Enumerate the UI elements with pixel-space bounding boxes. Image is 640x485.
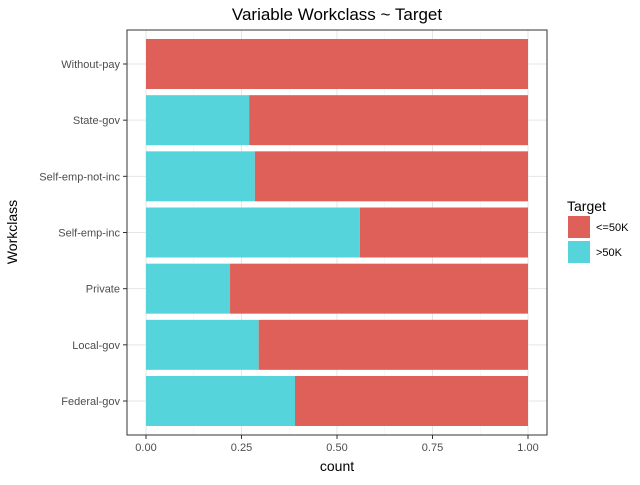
legend-label: >50K: [596, 247, 623, 259]
bar-segment: [146, 263, 231, 314]
x-tick-label: 1.00: [517, 442, 538, 454]
bars: [146, 39, 529, 426]
y-tick-label: Local-gov: [72, 340, 120, 352]
y-tick-label: Self-emp-inc: [58, 228, 120, 240]
bar-segment: [230, 263, 529, 314]
x-tick-label: 0.50: [326, 442, 347, 454]
bar-segment: [294, 376, 528, 426]
bar-segment: [146, 39, 528, 89]
x-tick-label: 0.00: [135, 442, 156, 454]
y-tick-label: Federal-gov: [61, 396, 120, 408]
bar-segment: [146, 376, 295, 426]
x-axis-title: count: [320, 458, 354, 474]
y-axis-title: Workclass: [4, 200, 20, 264]
chart-title: Variable Workclass ~ Target: [232, 5, 443, 24]
bar-segment: [258, 319, 528, 370]
legend-swatch: [568, 216, 590, 238]
legend-title: Target: [567, 198, 606, 214]
bar-segment: [146, 207, 360, 258]
x-tick-label: 0.25: [231, 442, 252, 454]
bar-segment: [254, 151, 528, 202]
bar-segment: [249, 95, 528, 146]
axes: Without-pay State-gov Self-emp-not-inc Self…: [39, 59, 538, 454]
legend: Target <=50K >50K: [567, 198, 629, 263]
legend-label: <=50K: [596, 222, 629, 234]
y-tick-label: Private: [86, 284, 120, 296]
y-tick-label: Self-emp-not-inc: [39, 171, 120, 183]
bar-segment: [359, 207, 528, 258]
y-tick-label: Without-pay: [61, 59, 120, 71]
x-tick-label: 0.75: [422, 442, 443, 454]
legend-swatch: [568, 241, 590, 263]
bar-segment: [146, 95, 250, 146]
y-tick-label: State-gov: [73, 115, 121, 127]
bar-segment: [146, 319, 259, 370]
bar-segment: [146, 151, 255, 202]
